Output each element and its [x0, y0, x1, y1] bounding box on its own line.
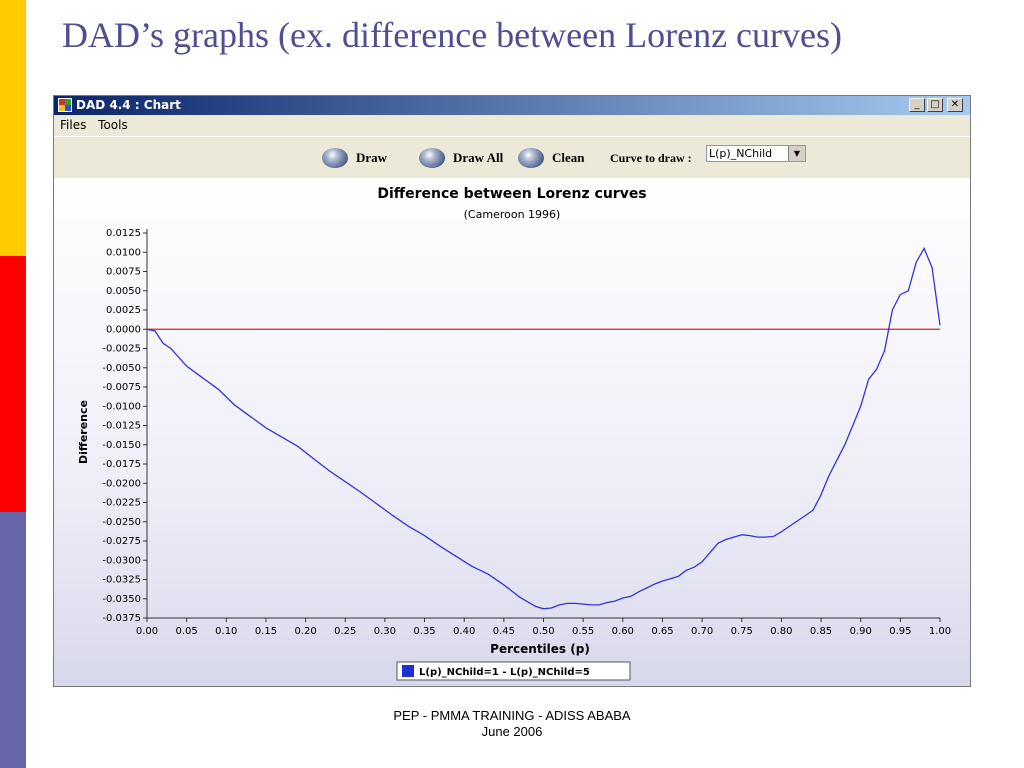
y-axis-label: Difference [77, 400, 90, 464]
y-tick-label: -0.0075 [102, 382, 141, 393]
y-tick-label: -0.0150 [102, 440, 141, 451]
x-tick-label: 0.50 [532, 626, 554, 637]
y-tick-label: -0.0375 [102, 613, 141, 624]
y-tick-label: 0.0050 [106, 286, 141, 297]
y-tick-label: -0.0300 [102, 555, 141, 566]
footer-line-2: June 2006 [481, 724, 543, 739]
slide-stripe-blue [0, 512, 26, 768]
chevron-down-icon[interactable]: ▼ [788, 146, 805, 161]
y-tick-label: -0.0125 [102, 421, 141, 432]
x-tick-label: 0.05 [176, 626, 198, 637]
dad-app-icon [58, 98, 72, 112]
draw-all-button-label: Draw All [453, 150, 504, 165]
lorenz-difference-chart: Difference between Lorenz curves (Camero… [77, 186, 951, 681]
series-line [146, 246, 941, 610]
y-tick-label: -0.0175 [102, 459, 141, 470]
x-tick-label: 0.95 [889, 626, 911, 637]
sphere-icon [419, 148, 445, 168]
y-tick-label: -0.0325 [102, 575, 141, 586]
x-tick-label: 0.45 [493, 626, 515, 637]
slide-title: DAD’s graphs (ex. difference between Lor… [62, 15, 842, 55]
close-button[interactable]: ✕ [947, 98, 963, 112]
legend-swatch [402, 665, 414, 677]
x-tick-label: 0.15 [255, 626, 277, 637]
curve-to-draw-label: Curve to draw : [610, 151, 692, 165]
toolbar: Draw Draw All Clean [54, 136, 970, 179]
x-tick-label: 0.30 [374, 626, 396, 637]
curve-select[interactable]: L(p)_NChild ▼ [706, 145, 806, 162]
x-tick-label: 0.65 [651, 626, 673, 637]
x-tick-label: 0.25 [334, 626, 356, 637]
draw-button[interactable]: Draw [322, 147, 387, 169]
chart-subtitle: (Cameroon 1996) [464, 208, 561, 221]
window-titlebar[interactable]: DAD 4.4 : Chart _ □ ✕ [54, 96, 970, 115]
x-tick-label: 0.80 [770, 626, 792, 637]
clean-button-label: Clean [552, 150, 585, 165]
menu-files[interactable]: Files [60, 118, 87, 132]
y-tick-label: 0.0125 [106, 228, 141, 239]
x-tick-label: 1.00 [929, 626, 951, 637]
menu-tools[interactable]: Tools [98, 118, 128, 132]
curve-select-value: L(p)_NChild [709, 147, 773, 160]
y-tick-label: -0.0025 [102, 344, 141, 355]
y-tick-label: 0.0025 [106, 305, 141, 316]
y-tick-label: -0.0275 [102, 536, 141, 547]
chart-title: Difference between Lorenz curves [377, 186, 646, 202]
dad-chart-window: DAD 4.4 : Chart _ □ ✕ Files Tools Draw D… [53, 95, 971, 687]
x-tick-label: 0.60 [612, 626, 634, 637]
y-tick-label: -0.0050 [102, 363, 141, 374]
chart-area: Difference between Lorenz curves (Camero… [54, 178, 970, 686]
y-tick-label: 0.0075 [106, 267, 141, 278]
sphere-icon [322, 148, 348, 168]
x-tick-label: 0.55 [572, 626, 594, 637]
legend-label: L(p)_NChild=1 - L(p)_NChild=5 [419, 667, 590, 678]
x-tick-label: 0.40 [453, 626, 475, 637]
clean-button[interactable]: Clean [518, 147, 585, 169]
window-title: DAD 4.4 : Chart [76, 98, 181, 112]
x-tick-label: 0.90 [850, 626, 872, 637]
menubar: Files Tools [60, 118, 136, 132]
y-tick-label: -0.0200 [102, 478, 141, 489]
y-tick-label: -0.0350 [102, 594, 141, 605]
minimize-button[interactable]: _ [909, 98, 925, 112]
x-tick-label: 0.75 [731, 626, 753, 637]
draw-all-button[interactable]: Draw All [419, 147, 503, 169]
x-tick-label: 0.10 [215, 626, 237, 637]
slide-stripe-yellow [0, 0, 26, 256]
y-tick-label: -0.0250 [102, 517, 141, 528]
sphere-icon [518, 148, 544, 168]
chart-legend: L(p)_NChild=1 - L(p)_NChild=5 [396, 661, 631, 681]
footer-line-1: PEP - PMMA TRAINING - ADISS ABABA [393, 708, 631, 723]
x-tick-label: 0.85 [810, 626, 832, 637]
y-tick-label: -0.0100 [102, 401, 141, 412]
y-tick-label: 0.0000 [106, 324, 141, 335]
slide-stripe-red [0, 256, 26, 512]
x-axis-label: Percentiles (p) [490, 642, 590, 656]
draw-button-label: Draw [356, 150, 388, 165]
x-tick-label: 0.00 [136, 626, 158, 637]
x-tick-label: 0.70 [691, 626, 713, 637]
x-tick-label: 0.20 [294, 626, 316, 637]
x-tick-label: 0.35 [413, 626, 435, 637]
y-tick-label: -0.0225 [102, 498, 141, 509]
maximize-button[interactable]: □ [927, 98, 943, 112]
y-tick-label: 0.0100 [106, 247, 141, 258]
